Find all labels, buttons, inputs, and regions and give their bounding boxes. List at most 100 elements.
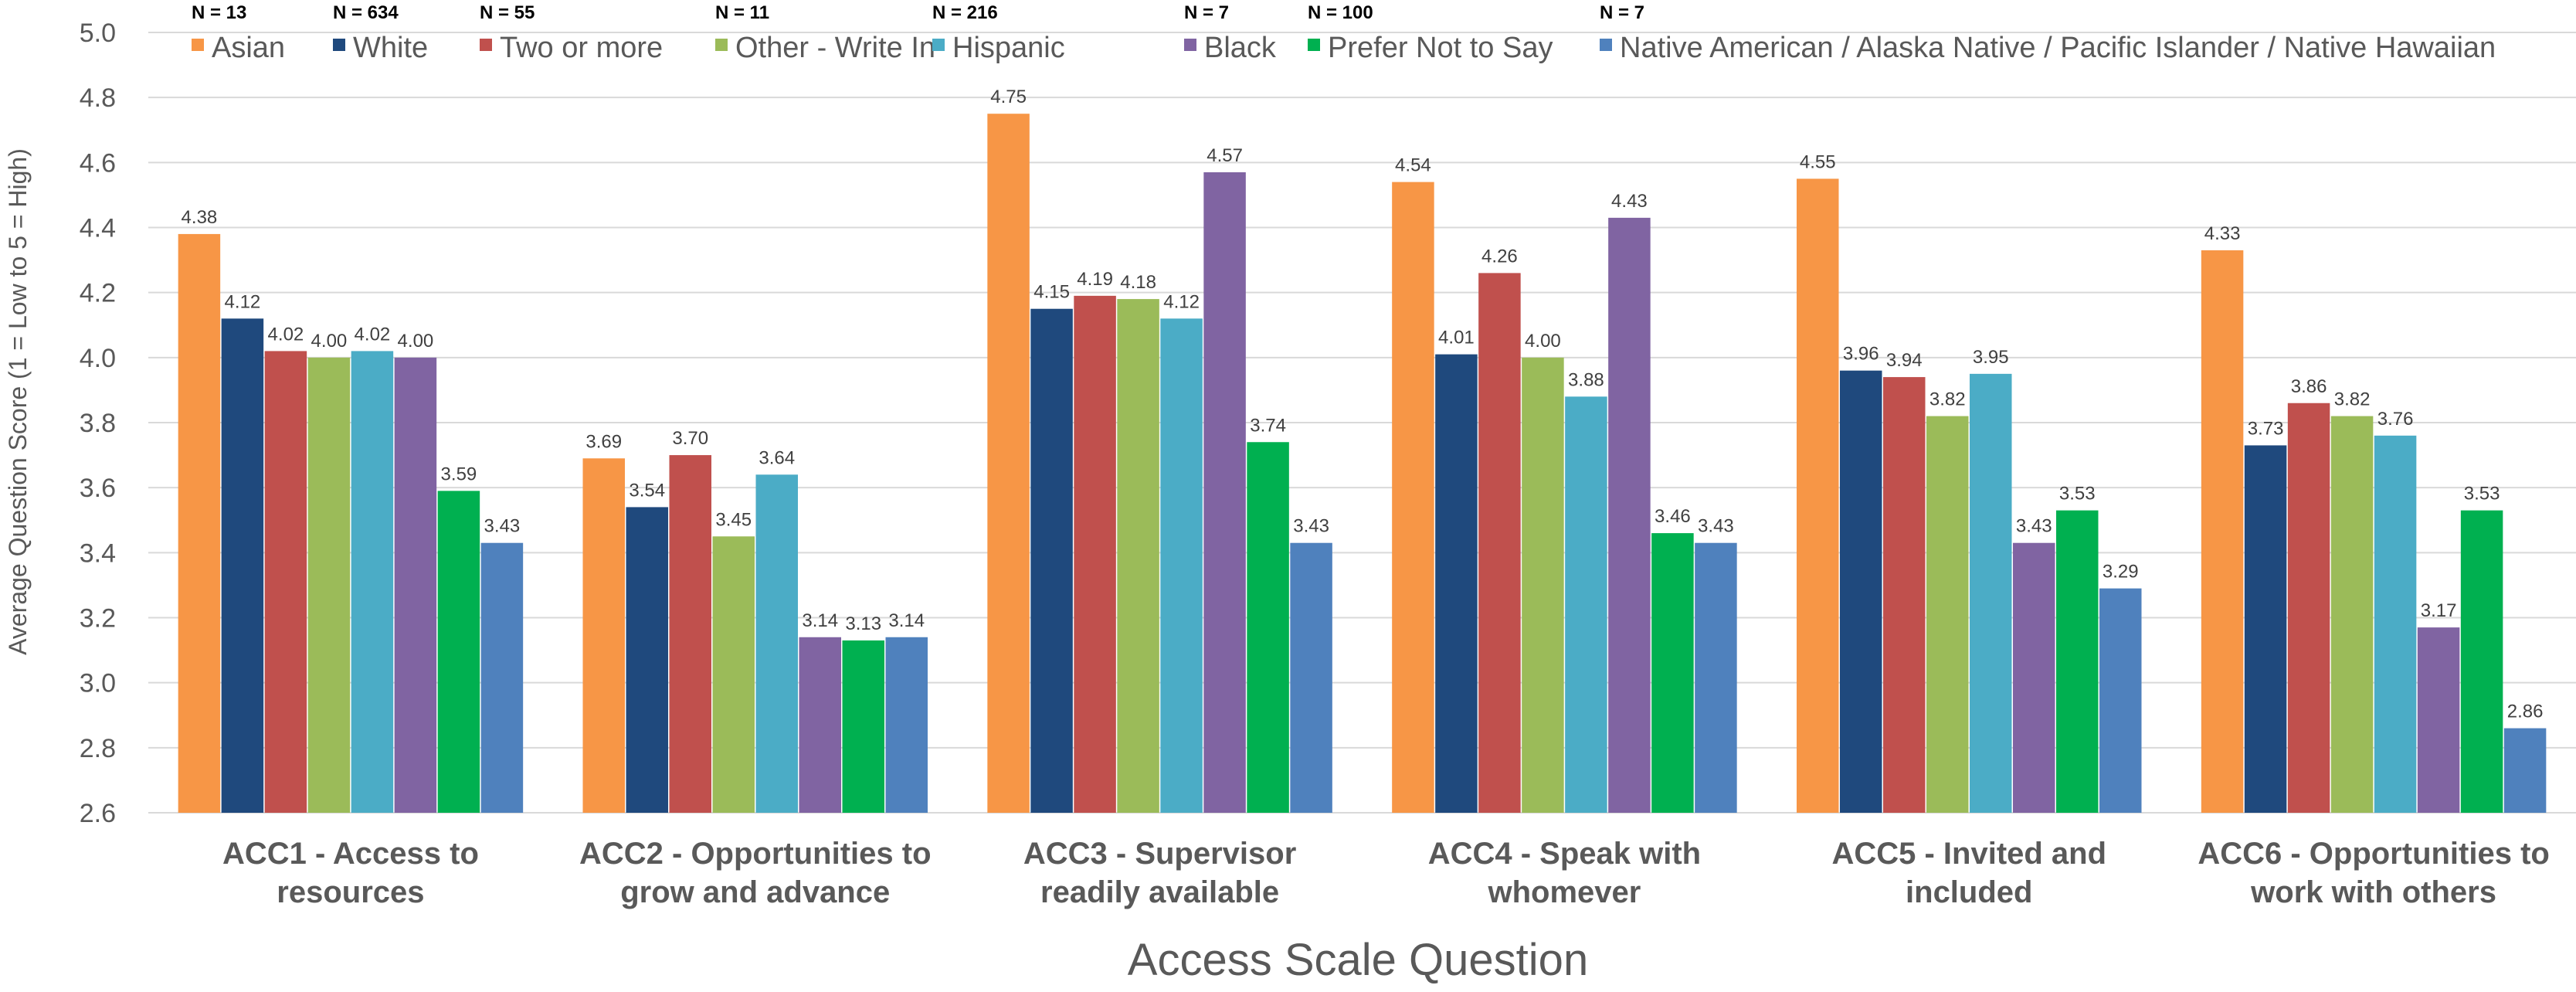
bar-value-label: 3.64 — [759, 447, 795, 468]
bar-value-label: 4.01 — [1438, 328, 1475, 348]
bar — [2244, 445, 2287, 813]
y-tick-label: 3.8 — [80, 409, 116, 438]
sample-size-label: N = 7 — [1184, 2, 1229, 23]
sample-size-label: N = 13 — [192, 2, 246, 23]
bar — [1203, 172, 1246, 814]
bar-value-label: 3.17 — [2421, 600, 2457, 621]
legend-swatch — [715, 39, 728, 51]
bar — [178, 233, 221, 814]
legend-label: Asian — [212, 32, 285, 64]
legend-label: Native American / Alaska Native / Pacifi… — [1620, 32, 2496, 64]
bar — [1074, 295, 1116, 813]
legend-swatch — [932, 39, 945, 51]
bar-value-label: 3.43 — [2016, 516, 2052, 537]
bars — [178, 114, 2547, 814]
bar-value-label: 3.53 — [2464, 484, 2500, 504]
bar — [1247, 442, 1289, 813]
bar-value-label: 3.95 — [1973, 347, 2009, 368]
bar — [1565, 396, 1607, 813]
bar — [2330, 416, 2374, 813]
y-tick-label: 4.0 — [80, 344, 116, 373]
bar — [1651, 533, 1694, 813]
y-tick-label: 2.6 — [80, 799, 116, 828]
y-tick-label: 3.2 — [80, 604, 116, 634]
legend-label: Two or more — [500, 32, 663, 64]
bar — [351, 351, 394, 814]
bar — [1970, 373, 2012, 813]
category-label: ACC6 - Opportunities to work with others — [2198, 837, 2550, 909]
y-tick-label: 5.0 — [80, 19, 116, 48]
bar — [2013, 542, 2055, 813]
bar-value-label: 4.15 — [1033, 282, 1070, 303]
y-tick-label: 2.8 — [80, 734, 116, 763]
category-label: ACC4 - Speak with whomever — [1428, 837, 1701, 909]
bar-value-label: 3.54 — [629, 480, 665, 501]
bar — [582, 458, 625, 813]
bar — [669, 455, 711, 813]
legend-label: White — [353, 32, 428, 64]
bar-value-label: 3.94 — [1886, 350, 1923, 371]
bar — [755, 474, 798, 813]
y-tick-label: 3.0 — [80, 669, 116, 698]
legend-label: Hispanic — [952, 32, 1065, 64]
bar-value-label: 3.74 — [1250, 415, 1286, 436]
x-axis-title: Access Scale Question — [1128, 935, 1588, 985]
legend: Asian N = 13 White N = 634 Two or more N = 55… — [192, 2, 2496, 64]
bar-value-label: 4.12 — [1163, 291, 1200, 312]
y-axis-ticks: 2.6 2.8 3.0 3.2 3.4 3.6 3.8 4.0 4.2 4.4 4.6 4.8 5.0 — [80, 19, 116, 828]
sample-size-label: N = 7 — [1600, 2, 1644, 23]
bar-value-label: 3.53 — [2059, 484, 2096, 504]
bar-value-label: 4.02 — [268, 324, 304, 345]
bar — [1117, 299, 1159, 813]
legend-label: Black — [1204, 32, 1277, 64]
bar-value-label: 2.86 — [2507, 702, 2544, 722]
bar-value-label: 3.29 — [2103, 562, 2139, 583]
bar — [1392, 182, 1434, 814]
bar — [2056, 510, 2099, 813]
bar-value-label: 3.70 — [672, 428, 708, 449]
bar-value-label: 4.38 — [182, 207, 218, 228]
bar — [2201, 250, 2244, 813]
bar — [307, 357, 351, 813]
y-tick-label: 4.6 — [80, 148, 116, 178]
bar — [1290, 542, 1332, 813]
legend-swatch — [1184, 39, 1196, 51]
bar-value-label: 4.19 — [1077, 269, 1113, 290]
bar-value-label: 4.33 — [2204, 223, 2241, 244]
bar-value-label: 3.59 — [441, 464, 477, 484]
bar-value-label: 3.14 — [888, 610, 925, 631]
bar-value-label: 3.43 — [1293, 516, 1329, 537]
bar-value-label: 4.00 — [1525, 331, 1561, 352]
bar — [2503, 728, 2547, 813]
y-axis-title: Average Question Score (1 = Low to 5 = H… — [4, 148, 32, 655]
bar-value-label: 3.82 — [2334, 389, 2371, 410]
bar-value-label: 3.96 — [1843, 344, 1879, 365]
y-tick-label: 3.6 — [80, 474, 116, 503]
bar — [2287, 403, 2330, 813]
sample-size-label: N = 55 — [480, 2, 535, 23]
bar — [264, 351, 307, 814]
bar-value-label: 4.02 — [355, 324, 391, 345]
legend-label: Prefer Not to Say — [1328, 32, 1553, 64]
bar-value-label: 4.18 — [1120, 272, 1156, 293]
bar — [1478, 273, 1521, 814]
bar — [842, 640, 884, 813]
legend-swatch — [333, 39, 345, 51]
gridlines — [148, 32, 2576, 814]
bar-value-label: 3.73 — [2248, 418, 2284, 439]
bar-value-label: 3.13 — [845, 613, 881, 634]
bar — [1883, 377, 1926, 813]
bar-value-label: 3.14 — [802, 610, 838, 631]
bar-value-label: 3.82 — [1929, 389, 1966, 410]
bar — [1522, 357, 1564, 813]
bar-value-label: 3.86 — [2291, 376, 2327, 397]
legend-swatch — [1600, 39, 1612, 51]
legend-swatch — [480, 39, 492, 51]
y-tick-label: 4.8 — [80, 83, 116, 113]
bar — [1030, 308, 1073, 813]
sample-size-label: N = 11 — [715, 2, 769, 23]
bar — [712, 536, 755, 813]
legend-label: Other - Write In — [735, 32, 935, 64]
bar — [437, 491, 480, 813]
